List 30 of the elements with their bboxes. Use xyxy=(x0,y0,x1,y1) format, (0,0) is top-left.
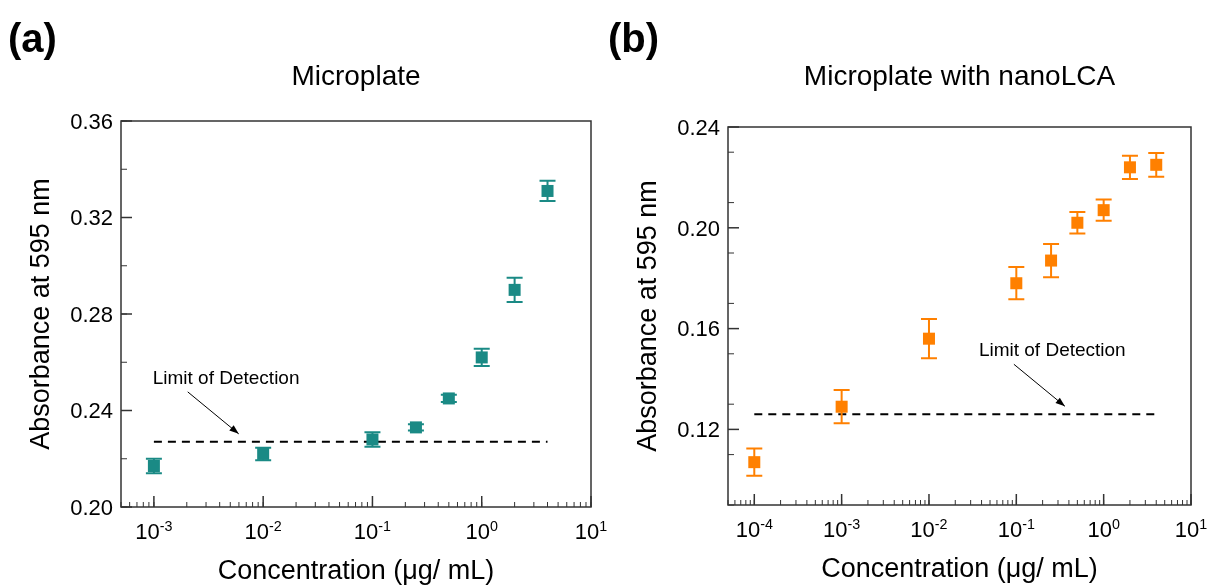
y-tick-label: 0.28 xyxy=(70,301,113,327)
x-tick-label: 10$^{0}$ xyxy=(1087,516,1120,542)
x-tick-label: 10$^{0}$ xyxy=(465,518,498,544)
y-axis-title: Absorbance at 595 nm xyxy=(25,178,55,450)
x-tick-label: 10$^{-1}$ xyxy=(353,518,392,544)
annotation: Limit of Detection xyxy=(152,366,300,388)
y-tick-label: 0.16 xyxy=(677,316,720,342)
annotation: Limit of Detection xyxy=(978,339,1126,361)
x-tick-label: 10$^{-3}$ xyxy=(135,518,173,544)
x-tick-label: 10$^{-2}$ xyxy=(244,518,282,544)
y-tick-label: 0.36 xyxy=(70,108,113,134)
y-tick-label: 0.24 xyxy=(677,114,720,140)
x-axis-title: Concentration (μg/ mL) xyxy=(217,555,495,585)
chart-title: Microplate with nanoLCA xyxy=(803,60,1116,91)
x-tick-label: 10$^{-1}$ xyxy=(997,516,1035,542)
x-tick-label: 10$^{-4}$ xyxy=(735,516,773,542)
y-tick-label: 0.20 xyxy=(677,215,720,241)
x-tick-label: 10$^{-3}$ xyxy=(823,516,861,542)
chart-title: Microplate xyxy=(291,60,421,91)
y-tick-label: 0.24 xyxy=(70,398,113,424)
x-axis-title: Concentration (μg/ mL) xyxy=(821,553,1098,583)
y-tick-label: 0.12 xyxy=(677,417,720,443)
text: (b) xyxy=(608,16,660,60)
x-tick-label: 10$^{1}$ xyxy=(1174,516,1208,542)
y-tick-label: 0.32 xyxy=(70,205,113,231)
y-axis-title: Absorbance at 595 nm xyxy=(632,180,662,452)
text: (a) xyxy=(8,16,57,60)
y-tick-label: 0.20 xyxy=(70,494,113,520)
x-tick-label: 10$^{-2}$ xyxy=(910,516,948,542)
x-tick-label: 10$^{1}$ xyxy=(574,518,608,544)
